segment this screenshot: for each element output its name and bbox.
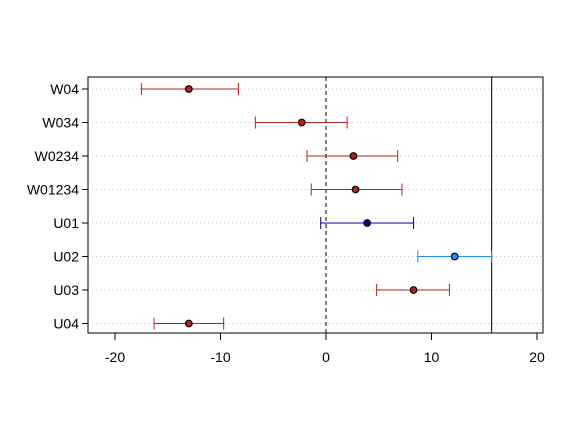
y-tick-label: W0234 [35,148,80,164]
y-tick-label: U01 [53,215,79,231]
plot-frame [87,76,544,334]
point-estimate [409,286,418,294]
reference-lines [325,77,493,333]
x-tick-label: 20 [529,349,545,365]
y-tick-label: W01234 [27,182,79,198]
x-tick-label: 10 [424,349,440,365]
x-tick-label: 0 [322,349,330,365]
y-axis: W04 W034 W0234 W01234 U01 U02 U03 U04 [27,81,88,332]
y-tick-label: U03 [53,282,79,298]
y-tick-label: U04 [53,316,79,332]
x-axis: -20 -10 0 10 20 [105,332,545,365]
x-tick-label: -10 [210,349,230,365]
point-estimate [349,152,358,160]
point-estimate [297,118,306,127]
error-bars [140,83,493,330]
point-estimate [351,185,360,194]
y-tick-label: W034 [42,115,79,131]
x-tick-label: -20 [105,349,125,365]
point-estimate [184,85,193,93]
y-tick-label: U02 [53,249,79,265]
y-tick-label: W04 [50,81,79,97]
point-estimate [363,219,372,227]
point-estimate [450,252,459,261]
point-estimate [184,319,193,328]
grid-lines [88,88,543,324]
point-estimates [184,85,459,328]
